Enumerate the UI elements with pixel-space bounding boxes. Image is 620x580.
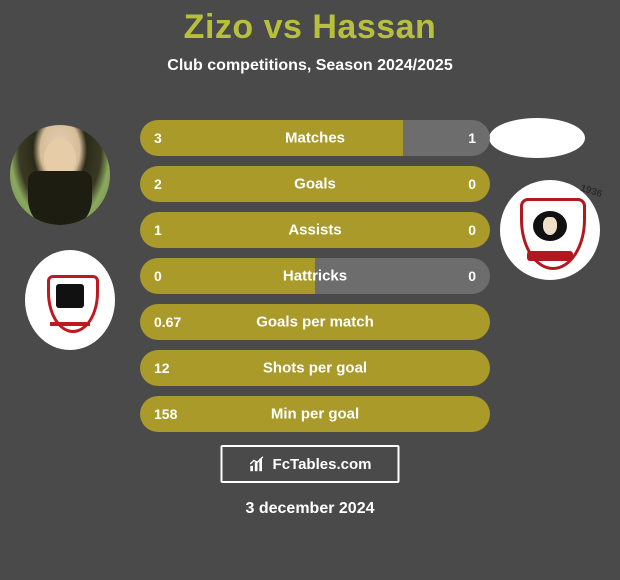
stat-row: 3 1 Matches [140,120,490,156]
stat-seg-right [403,120,491,156]
stat-row: 1 0 Assists [140,212,490,248]
branding-text: FcTables.com [273,456,372,473]
club-right-inner-icon [533,211,567,241]
chart-icon [249,455,267,473]
stat-value-left: 0 [154,268,162,284]
stat-value-left: 1 [154,222,162,238]
stat-value-left: 2 [154,176,162,192]
branding-badge: FcTables.com [221,445,400,483]
club-right-badge: 1936 [500,180,600,280]
stat-label: Shots per goal [263,360,367,377]
player-right-avatar [489,118,585,158]
stat-value-right: 1 [468,130,476,146]
stat-seg-left [140,120,403,156]
stat-value-right: 0 [468,176,476,192]
stat-row: 0.67 Goals per match [140,304,490,340]
stat-label: Hattricks [283,268,347,285]
stat-value-right: 0 [468,222,476,238]
club-left-shield-icon [47,275,99,333]
date-text: 3 december 2024 [246,500,375,518]
stat-value-left: 158 [154,406,177,422]
stat-value-right: 0 [468,268,476,284]
stat-row: 2 0 Goals [140,166,490,202]
stat-value-left: 12 [154,360,170,376]
stat-row: 12 Shots per goal [140,350,490,386]
stat-row: 0 0 Hattricks [140,258,490,294]
stat-value-left: 0.67 [154,314,181,330]
comparison-subtitle: Club competitions, Season 2024/2025 [0,57,620,75]
club-right-year: 1936 [579,183,604,200]
stat-label: Matches [285,130,345,147]
stat-label: Assists [288,222,341,239]
stat-label: Min per goal [271,406,359,423]
stat-label: Goals per match [256,314,374,331]
stat-value-left: 3 [154,130,162,146]
club-right-shield-icon [520,198,586,270]
comparison-title: Zizo vs Hassan [0,0,620,47]
stats-area: 3 1 Matches 2 0 Goals 1 0 Assists 0 0 Hattricks 0.67… [140,120,490,442]
club-left-badge [25,250,115,350]
comparison-card: Zizo vs Hassan Club competitions, Season… [0,0,620,580]
stat-label: Goals [294,176,336,193]
club-right-ribbon [527,251,573,261]
player-left-avatar [10,125,110,225]
stat-row: 158 Min per goal [140,396,490,432]
